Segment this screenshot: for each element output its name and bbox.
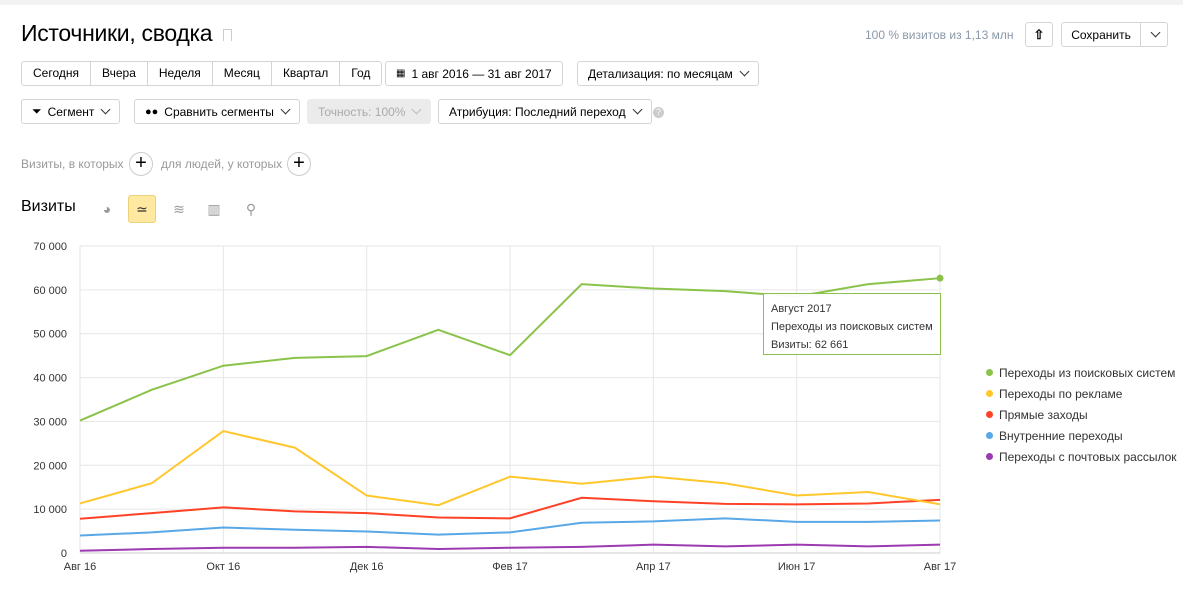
legend-item[interactable]: Внутренние переходы: [986, 425, 1177, 446]
visits-condition-label: Визиты, в которых: [21, 157, 124, 171]
line-chart: 0 10 000 20 000 30 000 40 000 50 000 60 000 70 …: [33, 241, 956, 573]
legend-dot: [986, 453, 993, 460]
help-icon[interactable]: ?: [653, 107, 664, 118]
compare-label: Сравнить сегменты: [164, 104, 274, 119]
period-1[interactable]: Вчера: [91, 62, 148, 85]
legend-label: Прямые заходы: [999, 407, 1088, 422]
series-line: [79, 429, 941, 507]
attribution-label: Атрибуция: Последний переход: [449, 104, 626, 119]
x-tick-label: Апр 17: [636, 561, 671, 573]
accuracy-label: Точность: 100%: [318, 104, 406, 119]
detail-label: Детализация: по месяцам: [588, 66, 733, 81]
calendar-icon: ▦: [396, 68, 406, 79]
add-people-condition-button[interactable]: +: [287, 152, 311, 176]
y-tick-label: 60 000: [33, 285, 67, 297]
compare-segments-button[interactable]: ●● Сравнить сегменты: [134, 99, 300, 124]
chevron-down-icon: [739, 66, 750, 77]
metric-title: Визиты: [21, 198, 76, 215]
share-icon: ⇧: [1033, 26, 1045, 42]
save-menu-button[interactable]: [1140, 22, 1168, 47]
x-tick-label: Июн 17: [778, 561, 816, 573]
date-range-button[interactable]: ▦ 1 авг 2016 — 31 авг 2017: [385, 61, 563, 86]
x-tick-label: Окт 16: [206, 561, 240, 573]
pie-chart-icon[interactable]: ◕: [102, 201, 112, 217]
period-selector: Сегодня Вчера Неделя Месяц Квартал Год: [21, 61, 383, 86]
drops-icon: ●●: [145, 105, 159, 118]
segment-button[interactable]: ⏷ Сегмент: [21, 99, 121, 124]
page-title: Источники, сводка: [21, 20, 213, 46]
detail-dropdown[interactable]: Детализация: по месяцам: [577, 61, 759, 86]
tooltip-period: Август 2017: [771, 303, 832, 315]
legend-label: Внутренние переходы: [999, 428, 1123, 443]
add-visit-condition-button[interactable]: +: [129, 152, 153, 176]
y-tick-label: 40 000: [33, 373, 67, 385]
chevron-down-icon: [1150, 27, 1160, 38]
filter-icon: ⏷: [32, 104, 42, 118]
chevron-down-icon: [100, 104, 111, 115]
legend-dot: [986, 411, 993, 418]
legend-item[interactable]: Переходы из поисковых систем: [986, 362, 1177, 383]
period-5[interactable]: Год: [351, 66, 371, 80]
date-range-label: 1 авг 2016 — 31 авг 2017: [411, 66, 552, 81]
legend-dot: [986, 390, 993, 397]
legend-label: Переходы по рекламе: [999, 386, 1123, 401]
y-tick-label: 70 000: [33, 241, 67, 253]
bar-chart-icon[interactable]: ▥: [207, 200, 221, 217]
y-tick-label: 30 000: [33, 416, 67, 428]
legend-dot: [986, 432, 993, 439]
chart-legend: Переходы из поисковых систем Переходы по …: [986, 362, 1177, 467]
chevron-down-icon: [412, 104, 422, 115]
sample-info: 100 % визитов из 1,13 млн: [865, 28, 1014, 42]
area-chart-icon[interactable]: ≋: [173, 200, 185, 217]
bookmark-icon[interactable]: [223, 29, 232, 41]
x-tick-label: Авг 16: [64, 561, 96, 573]
highlight-point: [936, 274, 944, 282]
export-button[interactable]: ⇧: [1025, 22, 1053, 47]
chevron-down-icon: [280, 104, 291, 115]
y-tick-label: 20 000: [33, 460, 67, 472]
tooltip-series: Переходы из поисковых систем: [771, 321, 933, 333]
period-4[interactable]: Квартал: [272, 62, 341, 85]
legend-label: Переходы с почтовых рассылок: [999, 449, 1177, 464]
chevron-down-icon: [632, 104, 643, 115]
accuracy-dropdown: Точность: 100%: [307, 99, 432, 124]
period-3[interactable]: Месяц: [213, 62, 272, 85]
legend-dot: [986, 369, 993, 376]
series-line: [79, 517, 941, 537]
y-tick-label: 50 000: [33, 329, 67, 341]
y-tick-label: 10 000: [33, 504, 67, 516]
series-line: [79, 543, 941, 552]
y-tick-label: 0: [61, 548, 67, 560]
save-button[interactable]: Сохранить: [1061, 22, 1141, 47]
legend-item[interactable]: Переходы по рекламе: [986, 383, 1177, 404]
x-tick-label: Авг 17: [924, 561, 956, 573]
legend-label: Переходы из поисковых систем: [999, 365, 1176, 380]
people-condition-label: для людей, у которых: [161, 157, 283, 171]
line-chart-icon[interactable]: ≃: [128, 195, 156, 223]
x-tick-label: Фев 17: [492, 561, 528, 573]
top-bar: [0, 0, 1183, 5]
map-pin-icon[interactable]: ⚲: [245, 200, 257, 217]
segment-label: Сегмент: [47, 104, 95, 119]
legend-item[interactable]: Прямые заходы: [986, 404, 1177, 425]
tooltip-value: Визиты: 62 661: [771, 339, 849, 351]
legend-item[interactable]: Переходы с почтовых рассылок: [986, 446, 1177, 467]
attribution-dropdown[interactable]: Атрибуция: Последний переход: [438, 99, 652, 124]
period-2[interactable]: Неделя: [148, 62, 213, 85]
x-tick-label: Дек 16: [350, 561, 384, 573]
series-line: [79, 496, 941, 520]
chart-tooltip: Август 2017 Переходы из поисковых систем…: [763, 293, 941, 355]
period-0[interactable]: Сегодня: [22, 62, 91, 85]
